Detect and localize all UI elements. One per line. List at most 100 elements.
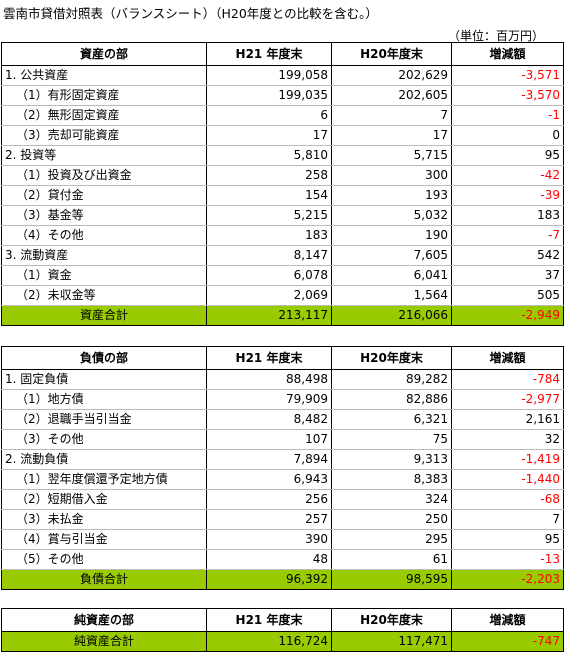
table-row: （1）翌年度償還予定地方債 6,943 8,383 -1,440 [1, 469, 564, 490]
cell: 202,629 [331, 65, 452, 86]
table-row: 2. 流動負債 7,894 9,313 -1,419 [1, 449, 564, 470]
header-cell: 増減額 [451, 608, 564, 632]
cell: -7 [451, 225, 564, 246]
cell: -747 [451, 631, 564, 652]
cell: -1 [451, 105, 564, 126]
cell: -42 [451, 165, 564, 186]
row-label: （1）投資及び出資金 [1, 165, 207, 186]
cell: 8,482 [206, 409, 332, 430]
cell: 7 [331, 105, 452, 126]
cell: 0 [451, 125, 564, 146]
cell: 183 [206, 225, 332, 246]
header-cell: H21 年度末 [206, 42, 332, 66]
table-row: （3）未払金 257 250 7 [1, 509, 564, 530]
cell: -39 [451, 185, 564, 206]
table-row: （4）その他 183 190 -7 [1, 225, 564, 246]
cell: 5,715 [331, 145, 452, 166]
cell: -2,203 [451, 569, 564, 590]
cell: -68 [451, 489, 564, 510]
row-label: 純資産合計 [1, 631, 207, 652]
cell: 17 [331, 125, 452, 146]
row-label: （1）資金 [1, 265, 207, 286]
table-row: （3）売却可能資産 17 17 0 [1, 125, 564, 146]
cell: 505 [451, 285, 564, 306]
table: 純資産の部 H21 年度末 H20年度末 増減額 純資産合計 116,724 117,471… [1, 608, 564, 652]
row-label: （2）退職手当引当金 [1, 409, 207, 430]
cell: 2,069 [206, 285, 332, 306]
table-row: （2）退職手当引当金 8,482 6,321 2,161 [1, 409, 564, 430]
cell: 183 [451, 205, 564, 226]
row-label: （1）有形固定資産 [1, 85, 207, 106]
table-row: （1）地方債 79,909 82,886 -2,977 [1, 389, 564, 410]
table-row: 3. 流動資産 8,147 7,605 542 [1, 245, 564, 266]
header-row: 純資産の部 H21 年度末 H20年度末 増減額 [1, 608, 564, 632]
cell: 6,321 [331, 409, 452, 430]
header-row: 負債の部 H21 年度末 H20年度末 増減額 [1, 346, 564, 370]
cell: 6,078 [206, 265, 332, 286]
cell: 250 [331, 509, 452, 530]
cell: 5,810 [206, 145, 332, 166]
table: 負債の部 H21 年度末 H20年度末 増減額 1. 固定負債 88,498 89,282-… [1, 346, 564, 590]
row-label: （3）その他 [1, 429, 207, 450]
row-label: （4）その他 [1, 225, 207, 246]
cell: 5,215 [206, 205, 332, 226]
cell: 6 [206, 105, 332, 126]
row-label: 2. 流動負債 [1, 449, 207, 470]
cell: 6,041 [331, 265, 452, 286]
table-row: （4）賞与引当金 390 295 95 [1, 529, 564, 550]
table-row: （3）その他 107 75 32 [1, 429, 564, 450]
cell: 48 [206, 549, 332, 570]
cell: 7,605 [331, 245, 452, 266]
total-row: 資産合計 213,117 216,066 -2,949 [1, 305, 564, 326]
row-label: （4）賞与引当金 [1, 529, 207, 550]
row-label: （1）地方債 [1, 389, 207, 410]
row-label: 1. 固定負債 [1, 369, 207, 390]
header-cell: H21 年度末 [206, 346, 332, 370]
cell: 95 [451, 145, 564, 166]
row-label: 2. 投資等 [1, 145, 207, 166]
table: 資産の部 H21 年度末 H20年度末 増減額 1. 公共資産 199,058 202,62… [1, 42, 564, 326]
unit-label: （単位：百万円） [448, 29, 545, 43]
table-row: （2）貸付金 154 193 -39 [1, 185, 564, 206]
row-label: （3）基金等 [1, 205, 207, 226]
cell: 7 [451, 509, 564, 530]
total-row: 純資産合計 116,724 117,471 -747 [1, 631, 564, 652]
cell: -2,977 [451, 389, 564, 410]
cell: 37 [451, 265, 564, 286]
row-label: （3）売却可能資産 [1, 125, 207, 146]
cell: 2,161 [451, 409, 564, 430]
row-label: （3）未払金 [1, 509, 207, 530]
cell: -3,571 [451, 65, 564, 86]
cell: -13 [451, 549, 564, 570]
table-row: （2）未収金等 2,069 1,564 505 [1, 285, 564, 306]
header-cell: H21 年度末 [206, 608, 332, 632]
cell: 17 [206, 125, 332, 146]
cell: -3,570 [451, 85, 564, 106]
table-row: （5）その他 48 61 -13 [1, 549, 564, 570]
row-label: （2）貸付金 [1, 185, 207, 206]
header-cell: 純資産の部 [1, 608, 207, 632]
cell: 9,313 [331, 449, 452, 470]
cell: 390 [206, 529, 332, 550]
cell: 8,147 [206, 245, 332, 266]
cell: 95 [451, 529, 564, 550]
total-row: 負債合計 96,392 98,595 -2,203 [1, 569, 564, 590]
table-row: 2. 投資等 5,810 5,715 95 [1, 145, 564, 166]
cell: 300 [331, 165, 452, 186]
cell: 107 [206, 429, 332, 450]
table-row: （2）無形固定資産 6 7 -1 [1, 105, 564, 126]
cell: 193 [331, 185, 452, 206]
cell: 199,035 [206, 85, 332, 106]
cell: 117,471 [331, 631, 452, 652]
cell: 6,943 [206, 469, 332, 490]
row-label: 負債合計 [1, 569, 207, 590]
table-row: （2）短期借入金 256 324 -68 [1, 489, 564, 510]
cell: 61 [331, 549, 452, 570]
cell: 258 [206, 165, 332, 186]
row-label: 1. 公共資産 [1, 65, 207, 86]
cell: -784 [451, 369, 564, 390]
cell: 7,894 [206, 449, 332, 470]
cell: 79,909 [206, 389, 332, 410]
header-cell: 増減額 [451, 42, 564, 66]
